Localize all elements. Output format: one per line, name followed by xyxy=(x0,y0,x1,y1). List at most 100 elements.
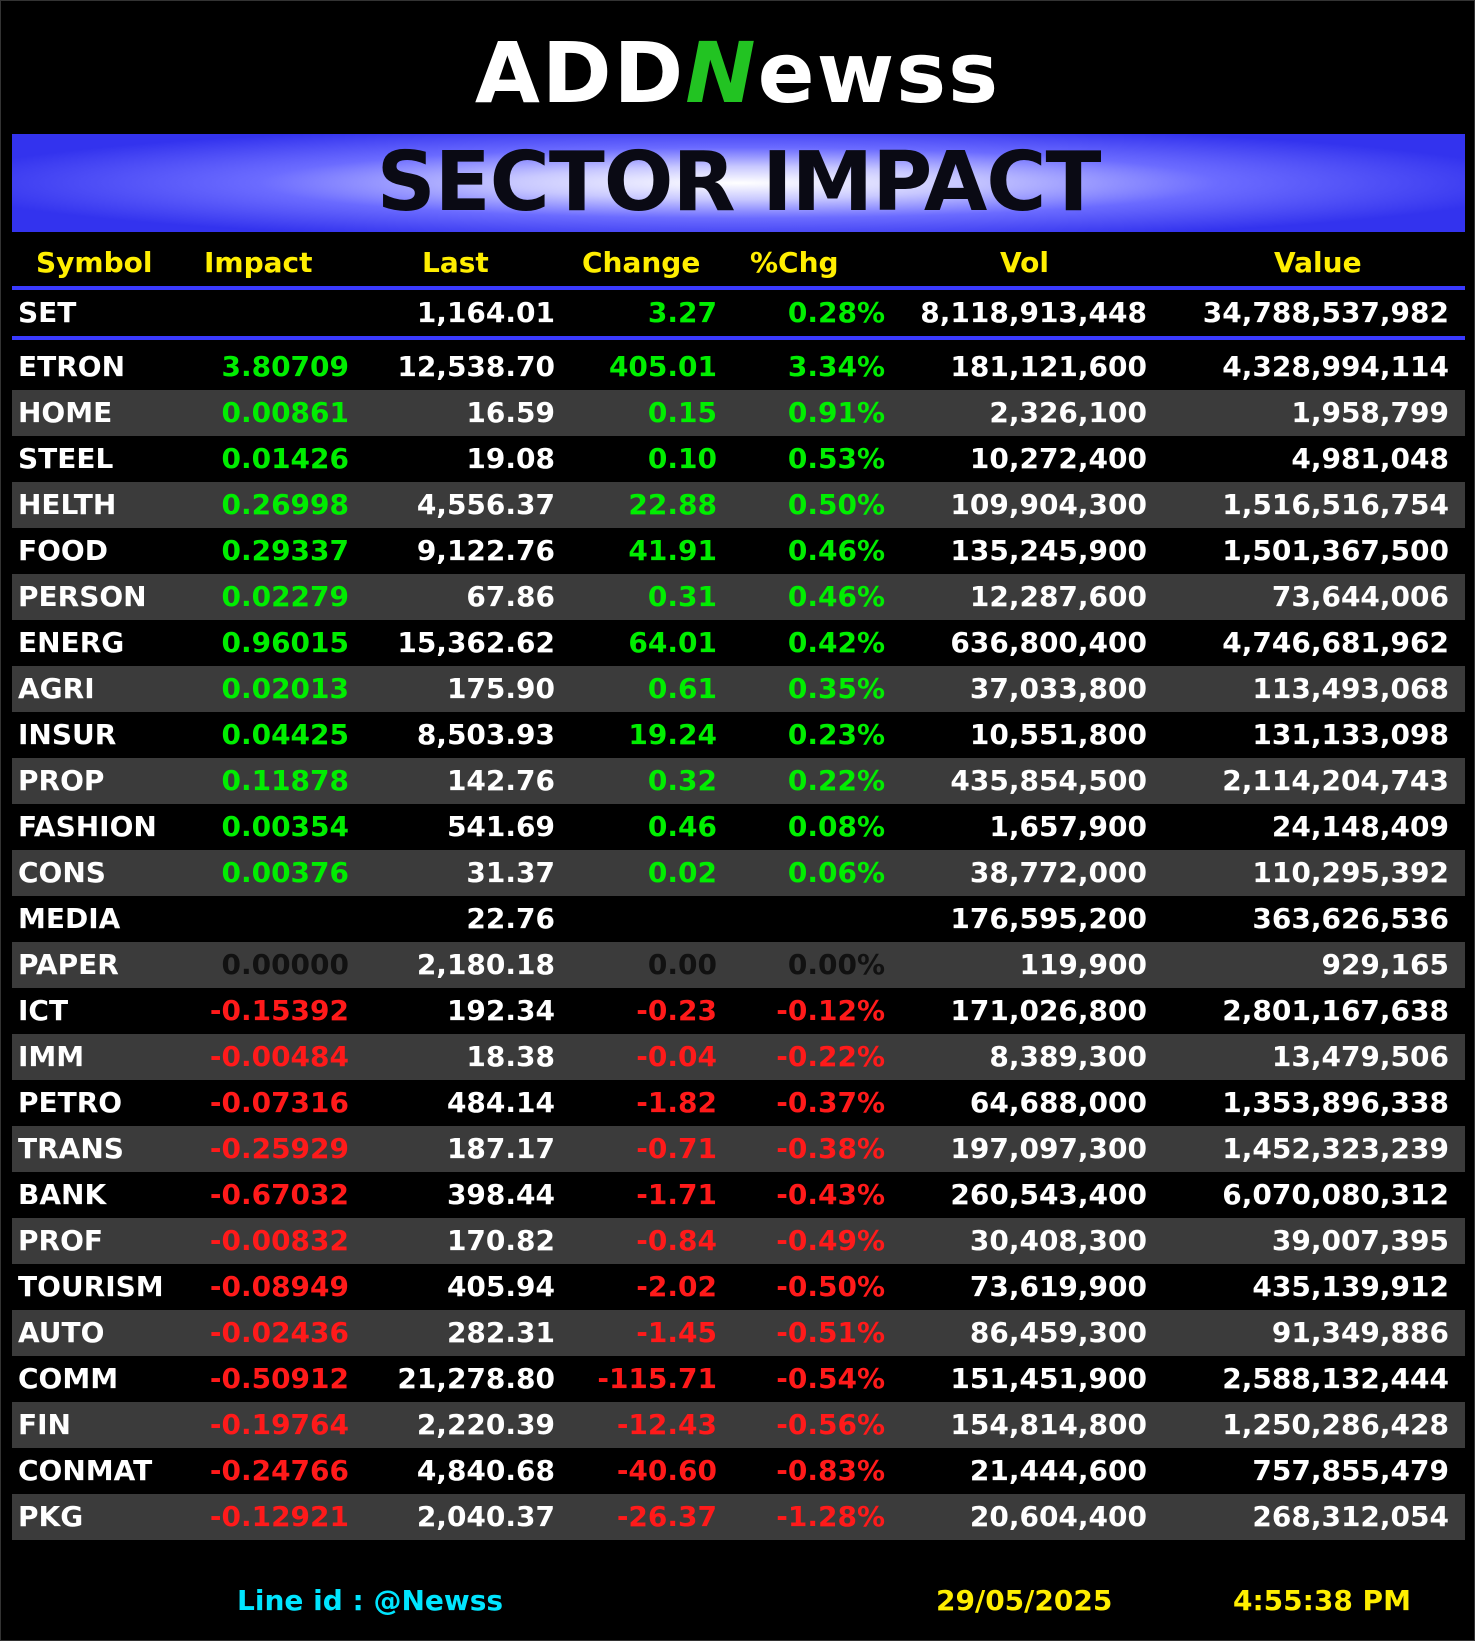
cell-impact: 0.01426 xyxy=(221,442,349,475)
cell-symbol: INSUR xyxy=(18,718,117,751)
table-row: TRANS -0.25929 187.17 -0.71 -0.38% 197,097,30… xyxy=(12,1126,1465,1172)
cell-last: 187.17 xyxy=(446,1132,555,1165)
cell-symbol: HELTH xyxy=(18,488,117,521)
cell-pct-change: -0.37% xyxy=(776,1086,885,1119)
cell-pct-change: -0.43% xyxy=(776,1178,885,1211)
cell-value: 1,452,323,239 xyxy=(1222,1132,1449,1165)
cell-last: 31.37 xyxy=(466,856,555,889)
cell-value: 24,148,409 xyxy=(1271,810,1449,843)
cell-impact: -0.50912 xyxy=(209,1362,349,1395)
cell-pct-change: 0.91% xyxy=(787,396,885,429)
table-row: ICT -0.15392 192.34 -0.23 -0.12% 171,026,800 2… xyxy=(12,988,1465,1034)
cell-volume: 10,551,800 xyxy=(969,718,1147,751)
cell-pct-change: 0.06% xyxy=(787,856,885,889)
title-banner: SECTOR IMPACT xyxy=(12,134,1465,232)
cell-change: 0.15 xyxy=(647,396,717,429)
cell-pct-change: -0.83% xyxy=(776,1454,885,1487)
cell-change: 0.32 xyxy=(647,764,717,797)
cell-last: 170.82 xyxy=(446,1224,555,1257)
table-row: HELTH 0.26998 4,556.37 22.88 0.50% 109,904,30… xyxy=(12,482,1465,528)
cell-change: -115.71 xyxy=(597,1362,717,1395)
index-pct-change: 0.28% xyxy=(787,296,885,329)
cell-value: 1,353,896,338 xyxy=(1222,1086,1449,1119)
cell-value: 1,250,286,428 xyxy=(1222,1408,1449,1441)
cell-pct-change: 0.23% xyxy=(787,718,885,751)
index-symbol: SET xyxy=(18,296,77,329)
cell-impact: -0.67032 xyxy=(209,1178,349,1211)
cell-value: 4,746,681,962 xyxy=(1222,626,1449,659)
cell-value: 1,516,516,754 xyxy=(1222,488,1449,521)
cell-value: 6,070,080,312 xyxy=(1222,1178,1449,1211)
cell-volume: 636,800,400 xyxy=(950,626,1147,659)
cell-impact: -0.15392 xyxy=(209,994,349,1027)
cell-pct-change: 0.53% xyxy=(787,442,885,475)
cell-volume: 119,900 xyxy=(1019,948,1147,981)
table-row: ETRON 3.80709 12,538.70 405.01 3.34% 181,121,… xyxy=(12,344,1465,390)
cell-change: 22.88 xyxy=(628,488,717,521)
cell-symbol: MEDIA xyxy=(18,902,121,935)
cell-change: -1.82 xyxy=(636,1086,717,1119)
cell-change: 19.24 xyxy=(628,718,717,751)
cell-change: -12.43 xyxy=(616,1408,717,1441)
sector-table: Symbol Impact Last Change %Chg Vol Value… xyxy=(12,240,1465,1540)
cell-symbol: ETRON xyxy=(18,350,126,383)
cell-value: 39,007,395 xyxy=(1271,1224,1449,1257)
table-row: CONMAT -0.24766 4,840.68 -40.60 -0.83% 21,444… xyxy=(12,1448,1465,1494)
cell-volume: 151,451,900 xyxy=(950,1362,1147,1395)
header-pct-change: %Chg xyxy=(750,246,839,279)
cell-symbol: COMM xyxy=(18,1362,119,1395)
cell-change: 0.46 xyxy=(647,810,717,843)
table-row: CONS 0.00376 31.37 0.02 0.06% 38,772,000 110,2… xyxy=(12,850,1465,896)
cell-last: 9,122.76 xyxy=(416,534,555,567)
cell-pct-change: -0.49% xyxy=(776,1224,885,1257)
cell-volume: 260,543,400 xyxy=(950,1178,1147,1211)
cell-impact: 0.00861 xyxy=(221,396,349,429)
cell-value: 2,588,132,444 xyxy=(1222,1362,1449,1395)
cell-value: 13,479,506 xyxy=(1271,1040,1449,1073)
cell-pct-change: -0.12% xyxy=(776,994,885,1027)
header-impact: Impact xyxy=(204,246,313,279)
cell-volume: 73,619,900 xyxy=(969,1270,1147,1303)
cell-change: -2.02 xyxy=(636,1270,717,1303)
cell-pct-change: 0.08% xyxy=(787,810,885,843)
cell-symbol: CONMAT xyxy=(18,1454,153,1487)
cell-pct-change: 0.22% xyxy=(787,764,885,797)
cell-symbol: PETRO xyxy=(18,1086,123,1119)
cell-last: 175.90 xyxy=(446,672,555,705)
table-row: AUTO -0.02436 282.31 -1.45 -0.51% 86,459,300 9… xyxy=(12,1310,1465,1356)
cell-impact: -0.08949 xyxy=(209,1270,349,1303)
index-value: 34,788,537,982 xyxy=(1202,296,1449,329)
cell-value: 131,133,098 xyxy=(1252,718,1449,751)
cell-pct-change: 0.46% xyxy=(787,534,885,567)
cell-change: 0.31 xyxy=(647,580,717,613)
cell-value: 73,644,006 xyxy=(1271,580,1449,613)
cell-symbol: PKG xyxy=(18,1500,84,1533)
cell-impact: 0.29337 xyxy=(221,534,349,567)
cell-volume: 37,033,800 xyxy=(969,672,1147,705)
cell-impact: 0.00354 xyxy=(221,810,349,843)
cell-symbol: STEEL xyxy=(18,442,114,475)
footer: Line id : @Newss 29/05/2025 4:55:38 PM xyxy=(0,1578,1475,1624)
cell-value: 2,114,204,743 xyxy=(1222,764,1449,797)
logo-text: ADDNewss xyxy=(475,18,1000,128)
cell-last: 67.86 xyxy=(466,580,555,613)
cell-impact: 0.04425 xyxy=(221,718,349,751)
table-row: AGRI 0.02013 175.90 0.61 0.35% 37,033,800 113,… xyxy=(12,666,1465,712)
header-divider xyxy=(12,286,1465,290)
cell-value: 1,501,367,500 xyxy=(1222,534,1449,567)
cell-volume: 197,097,300 xyxy=(950,1132,1147,1165)
cell-impact: 0.26998 xyxy=(221,488,349,521)
sector-rows: ETRON 3.80709 12,538.70 405.01 3.34% 181,121,… xyxy=(12,344,1465,1540)
table-header: Symbol Impact Last Change %Chg Vol Value xyxy=(12,240,1465,286)
cell-change: -0.04 xyxy=(636,1040,717,1073)
table-row: PKG -0.12921 2,040.37 -26.37 -1.28% 20,604,40… xyxy=(12,1494,1465,1540)
table-row: PAPER 0.00000 2,180.18 0.00 0.00% 119,900 929,… xyxy=(12,942,1465,988)
logo-part-ewss: ewss xyxy=(757,24,1001,122)
cell-change: -40.60 xyxy=(616,1454,717,1487)
index-change: 3.27 xyxy=(647,296,717,329)
cell-value: 4,981,048 xyxy=(1291,442,1449,475)
table-row: MEDIA 22.76 176,595,200 363,626,536 xyxy=(12,896,1465,942)
table-row: FASHION 0.00354 541.69 0.46 0.08% 1,657,900 24… xyxy=(12,804,1465,850)
cell-pct-change: -0.51% xyxy=(776,1316,885,1349)
table-row: FOOD 0.29337 9,122.76 41.91 0.46% 135,245,900… xyxy=(12,528,1465,574)
